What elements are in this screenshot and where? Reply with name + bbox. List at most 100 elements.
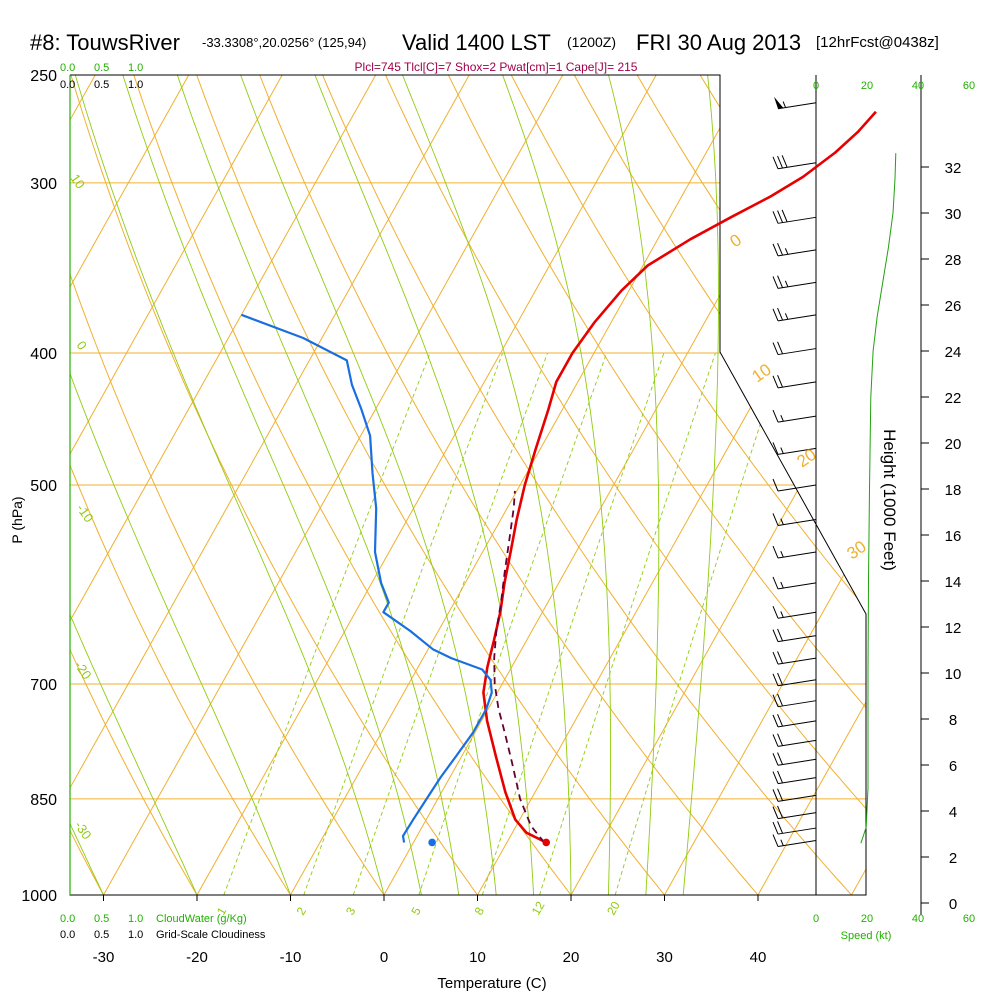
- mixing-ratio-line: [481, 352, 665, 895]
- wind-barb-half-feather: [780, 447, 784, 454]
- zulu-time: (1200Z): [567, 34, 616, 50]
- height-tick-label: 14: [945, 574, 962, 591]
- isotherm-line: [757, 75, 866, 895]
- wind-barb-feather: [772, 734, 779, 747]
- mixing-ratio-line: [223, 352, 431, 895]
- wind-barb: [772, 821, 817, 835]
- height-tick-label: 0: [949, 896, 957, 913]
- mixing-ratio-label: 20: [604, 899, 623, 918]
- wind-barb: [772, 545, 817, 559]
- height-tick-label: 26: [945, 298, 962, 315]
- height-tick-label: 28: [945, 252, 962, 269]
- height-tick-label: 22: [945, 390, 962, 407]
- wind-barb-feather: [777, 341, 784, 355]
- dry-adiabat-label: 30: [843, 537, 869, 563]
- height-tick-label: 32: [945, 160, 962, 177]
- wind-barb-feather: [777, 788, 784, 801]
- moist-adiabat-line: [314, 75, 535, 895]
- height-tick-label: 30: [945, 206, 962, 223]
- wind-barb-staff: [777, 720, 817, 728]
- cloudwater-tick: 0.0: [60, 913, 75, 925]
- wind-barb-feather: [772, 243, 779, 257]
- wind-barb-feather: [777, 242, 784, 256]
- wind-barb-staff: [777, 281, 817, 289]
- wind-barb-staff: [777, 679, 817, 687]
- wind-barb: [772, 307, 817, 322]
- isotherm-line: [851, 75, 866, 895]
- wind-barb: [772, 513, 817, 526]
- x-axis-title: Temperature (C): [437, 975, 546, 992]
- forecast-date: FRI 30 Aug 2013: [636, 30, 801, 55]
- dry-adiabat-line: [447, 75, 866, 895]
- valid-time: Valid 1400 LST: [402, 30, 551, 55]
- wind-barb-feather: [772, 629, 779, 642]
- surface-temperature-dot: [542, 838, 550, 847]
- wind-barb-feather: [777, 713, 784, 727]
- wind-barb: [772, 155, 817, 170]
- forecast-hour: [12hrFcst@0438z]: [816, 34, 939, 51]
- wind-barb-staff: [777, 758, 817, 766]
- wind-barb-feather: [772, 342, 779, 355]
- wind-barb-staff: [777, 249, 817, 257]
- moist-adiabat-label: -30: [72, 818, 95, 842]
- mixing-ratio-label: 8: [472, 904, 488, 917]
- temperature-line: [482, 110, 877, 844]
- wind-barb: [772, 242, 817, 257]
- wind-barb-feather: [781, 209, 788, 223]
- isotherm-line: [70, 75, 283, 895]
- dry-adiabat-line: [196, 75, 665, 895]
- isotherm-line: [664, 75, 866, 895]
- pressure-tick-label: 500: [30, 478, 57, 495]
- wind-barb: [772, 733, 817, 747]
- wind-barb-feather: [772, 211, 779, 224]
- wind-barb-feather: [777, 628, 784, 642]
- pressure-tick-label: 300: [30, 176, 57, 193]
- x-tick-label: 0: [380, 949, 388, 966]
- height-tick-label: 16: [945, 528, 962, 545]
- wind-barb: [772, 788, 817, 802]
- speed-tick: 0: [813, 80, 819, 92]
- wind-barb-half-feather: [784, 280, 789, 288]
- pressure-tick-label: 400: [30, 346, 57, 363]
- moist-adiabat-line: [122, 75, 422, 895]
- height-axis-title: Height (1000 Feet): [880, 429, 899, 571]
- wind-barb: [772, 275, 817, 289]
- cloudiness-tick: 0.0: [60, 929, 75, 941]
- mixing-ratio-lines: [223, 352, 784, 895]
- wind-barb-feather: [777, 155, 784, 169]
- surface-points: [428, 838, 550, 847]
- cloudwater-label: CloudWater (g/Kg): [156, 913, 247, 925]
- wind-barb-feather: [772, 834, 779, 847]
- height-tick-label: 12: [945, 620, 962, 637]
- x-tick-label: -10: [280, 949, 302, 966]
- moist-adiabat-line: [240, 75, 497, 895]
- wind-barb-feather: [777, 733, 784, 746]
- wind-barb-staff: [777, 102, 817, 110]
- wind-barb-feather: [772, 753, 779, 766]
- wind-barb-feather: [777, 210, 784, 223]
- wind-barb-feather: [772, 375, 779, 389]
- dry-adiabat-label: 0: [726, 230, 745, 251]
- wind-barb-feather: [777, 374, 784, 388]
- cloud-scale-bottom: 0.0 0.5 1.0 CloudWater (g/Kg) 0.0 0.5 1.…: [60, 913, 266, 941]
- pressure-tick-label: 250: [30, 68, 57, 85]
- wind-barb-staff: [777, 314, 817, 322]
- speed-tick: 60: [963, 80, 975, 92]
- wind-barb-staff: [777, 447, 817, 455]
- wind-barb-feather: [772, 651, 779, 665]
- wind-barb: [772, 409, 817, 423]
- wind-barb-feather: [777, 307, 784, 321]
- height-tick-label: 8: [949, 712, 957, 729]
- cloudiness-tick: 1.0: [128, 929, 143, 941]
- mixing-ratio-label: 5: [408, 904, 424, 917]
- wind-barb-feather: [777, 805, 784, 819]
- moist-adiabat-line: [502, 75, 611, 895]
- mixing-ratio-label: 12: [529, 899, 548, 918]
- dewpoint-line: [241, 313, 493, 843]
- wind-barb-staff: [777, 827, 817, 835]
- wind-barb-feather: [781, 155, 788, 168]
- pressure-tick-label: 1000: [21, 888, 57, 905]
- height-tick-label: 24: [945, 344, 962, 361]
- pressure-tick-label: 850: [30, 792, 57, 809]
